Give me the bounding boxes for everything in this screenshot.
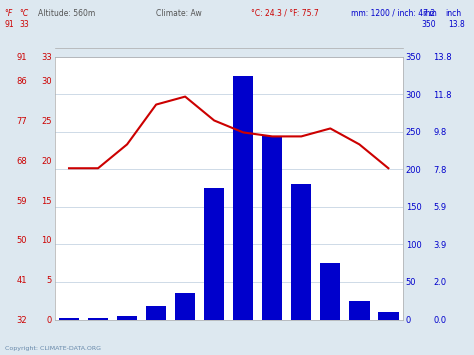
Text: Climate: Aw: Climate: Aw: [156, 9, 202, 18]
Bar: [204, 188, 224, 320]
Bar: [349, 301, 370, 320]
Bar: [59, 318, 79, 320]
Text: 33: 33: [19, 20, 29, 28]
Text: 350: 350: [422, 20, 437, 28]
Text: 13.8: 13.8: [448, 20, 465, 28]
Text: °C: °C: [19, 9, 28, 18]
Bar: [378, 312, 399, 320]
Text: mm: 1200 / inch: 47.2: mm: 1200 / inch: 47.2: [351, 9, 435, 18]
Bar: [320, 263, 340, 320]
Bar: [291, 184, 311, 320]
Text: °C: 24.3 / °F: 75.7: °C: 24.3 / °F: 75.7: [251, 9, 319, 18]
Bar: [146, 306, 166, 320]
Text: Copyright: CLIMATE-DATA.ORG: Copyright: CLIMATE-DATA.ORG: [5, 346, 101, 351]
Bar: [175, 293, 195, 320]
Bar: [88, 318, 108, 320]
Text: mm: mm: [422, 9, 437, 18]
Text: inch: inch: [446, 9, 462, 18]
Text: 91: 91: [5, 20, 14, 28]
Bar: [233, 76, 254, 320]
Bar: [262, 136, 283, 320]
Text: °F: °F: [5, 9, 13, 18]
Bar: [117, 316, 137, 320]
Text: Altitude: 560m: Altitude: 560m: [38, 9, 95, 18]
